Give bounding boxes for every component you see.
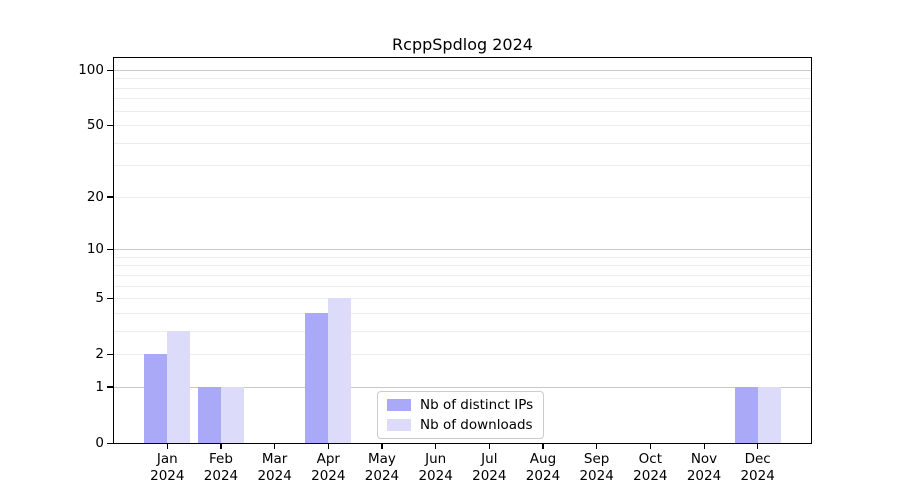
y-tick-mark: [107, 386, 113, 388]
bar-jan-downloads: [167, 330, 191, 443]
minor-gridline: [114, 196, 811, 198]
legend-label: Nb of distinct IPs: [420, 397, 534, 413]
y-tick-label: 1: [95, 378, 104, 395]
minor-gridline: [114, 330, 811, 332]
x-tick-mark: [327, 443, 329, 449]
x-tick-label-jul: Jul 2024: [472, 451, 507, 484]
minor-gridline: [114, 312, 811, 314]
minor-gridline: [114, 125, 811, 127]
x-tick-mark: [542, 443, 544, 449]
x-tick-mark: [166, 443, 168, 449]
x-tick-mark: [649, 443, 652, 449]
minor-gridline: [114, 87, 811, 89]
major-gridline: [114, 249, 811, 251]
legend-swatch-icon: [387, 399, 411, 411]
minor-gridline: [114, 298, 811, 300]
minor-gridline: [114, 110, 811, 112]
y-tick-mark: [107, 124, 113, 126]
y-tick-mark: [107, 353, 113, 355]
minor-gridline: [114, 265, 811, 267]
legend-item-distinct-ips: Nb of distinct IPs: [378, 397, 543, 413]
x-tick-label-apr: Apr 2024: [311, 451, 346, 484]
minor-gridline: [114, 98, 811, 100]
x-tick-label-oct: Oct 2024: [633, 451, 668, 484]
legend-item-downloads: Nb of downloads: [378, 417, 543, 433]
y-tick-label: 20: [86, 188, 104, 205]
x-tick-mark: [435, 443, 437, 449]
minor-gridline: [114, 142, 811, 144]
x-tick-label-dec: Dec 2024: [740, 451, 775, 484]
x-tick-mark: [703, 443, 705, 449]
minor-gridline: [114, 285, 811, 287]
bar-apr-downloads: [328, 298, 352, 443]
x-tick-mark: [381, 443, 383, 449]
bar-dec-ips: [734, 386, 758, 443]
bar-jan-ips: [144, 354, 168, 443]
minor-gridline: [114, 256, 811, 258]
minor-gridline: [114, 165, 811, 167]
x-tick-mark: [220, 443, 222, 449]
major-gridline: [114, 386, 811, 388]
bar-feb-ips: [197, 386, 221, 443]
x-tick-label-feb: Feb 2024: [203, 451, 239, 484]
legend-label: Nb of downloads: [420, 417, 533, 433]
plot-area: [114, 58, 811, 443]
minor-gridline: [114, 354, 811, 356]
y-tick-mark: [107, 442, 113, 444]
y-tick-label: 50: [86, 117, 104, 134]
x-tick-mark: [596, 443, 598, 449]
x-tick-label-jun: Jun 2024: [418, 451, 453, 484]
x-tick-mark: [757, 443, 759, 449]
y-tick-label: 10: [86, 241, 104, 258]
bar-apr-ips: [305, 312, 329, 443]
y-tick-mark: [107, 248, 113, 250]
major-gridline: [114, 70, 811, 71]
y-tick-mark: [107, 69, 113, 71]
y-tick-mark: [107, 297, 113, 299]
legend-swatch-icon: [387, 419, 411, 431]
y-tick-label: 2: [95, 346, 104, 363]
x-tick-label-jan: Jan 2024: [150, 451, 185, 484]
minor-gridline: [114, 78, 811, 80]
y-tick-label: 5: [95, 290, 104, 307]
y-tick-mark: [107, 196, 113, 198]
bar-dec-downloads: [757, 386, 781, 443]
legend: Nb of distinct IPs Nb of downloads: [377, 391, 544, 439]
chart-title: RcppSpdlog 2024: [392, 35, 533, 54]
x-tick-label-may: May 2024: [364, 451, 400, 484]
y-tick-label: 0: [95, 435, 104, 451]
x-tick-mark: [488, 443, 490, 449]
x-tick-mark: [274, 443, 276, 449]
x-tick-label-aug: Aug 2024: [525, 451, 561, 484]
minor-gridline: [114, 274, 811, 276]
plot-frame: [112, 56, 812, 444]
y-tick-label: 100: [78, 62, 104, 78]
x-tick-label-nov: Nov 2024: [686, 451, 722, 484]
x-tick-label-sep: Sep 2024: [579, 451, 614, 484]
x-tick-label-mar: Mar 2024: [257, 451, 292, 484]
bar-feb-downloads: [220, 386, 244, 443]
